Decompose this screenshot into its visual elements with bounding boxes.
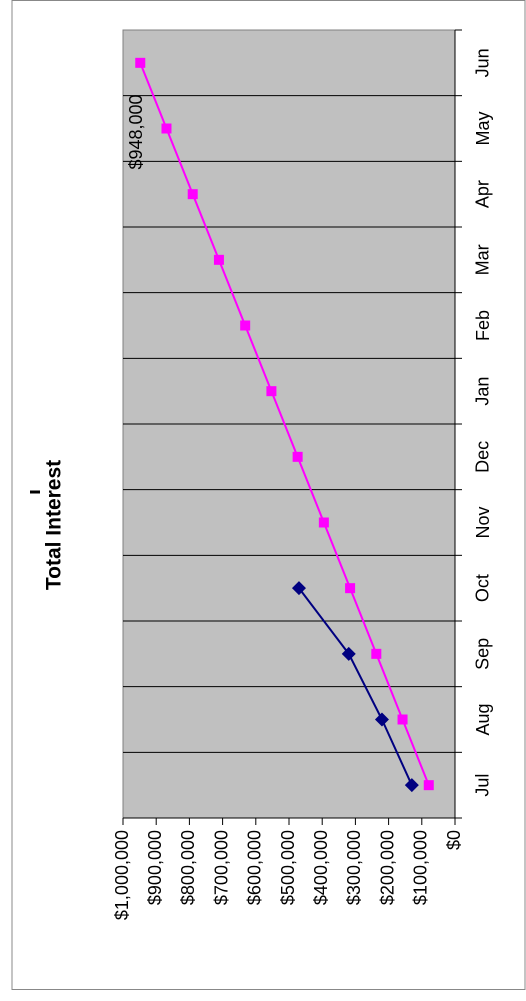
marker	[404, 778, 419, 793]
x-tick-label: Mar	[473, 244, 493, 275]
marker	[423, 780, 434, 791]
x-tick-label: Oct	[473, 574, 493, 602]
series-line	[298, 587, 413, 786]
y-tick-label: $100,000	[411, 830, 431, 905]
y-tick-label: $200,000	[377, 830, 397, 905]
marker	[341, 646, 356, 661]
marker	[345, 583, 356, 594]
x-tick-label: Jul	[473, 774, 493, 797]
marker	[240, 320, 251, 331]
x-tick-label: Nov	[473, 506, 493, 538]
x-tick-label: Jan	[473, 377, 493, 406]
marker	[187, 189, 198, 200]
x-tick-label: Apr	[473, 180, 493, 208]
marker	[213, 254, 224, 265]
y-tick-label: $800,000	[178, 830, 198, 905]
x-tick-label: Dec	[473, 441, 493, 473]
x-tick-label: Aug	[473, 703, 493, 735]
y-tick-label: $700,000	[211, 830, 231, 905]
x-tick-label: Jun	[473, 48, 493, 77]
x-tick-label: Sep	[473, 638, 493, 670]
y-tick-label: $400,000	[311, 830, 331, 905]
chart-title: Total Interest	[43, 460, 66, 590]
marker	[397, 714, 408, 725]
marker	[266, 386, 277, 397]
y-tick-label: $0	[444, 830, 464, 850]
marker	[292, 451, 303, 462]
marker	[291, 581, 306, 596]
marker	[161, 123, 172, 134]
marker	[318, 517, 329, 528]
y-tick-label: $600,000	[245, 830, 265, 905]
marker	[374, 712, 389, 727]
series-line	[139, 62, 430, 786]
marker	[135, 57, 146, 68]
annotation: $948,000	[126, 94, 146, 169]
x-tick-label: Feb	[473, 310, 493, 341]
y-tick-label: $1,000,000	[112, 830, 132, 920]
y-tick-label: $500,000	[278, 830, 298, 905]
x-tick-label: May	[473, 111, 493, 145]
marker	[371, 648, 382, 659]
y-tick-label: $300,000	[344, 830, 364, 905]
y-tick-label: $900,000	[145, 830, 165, 905]
